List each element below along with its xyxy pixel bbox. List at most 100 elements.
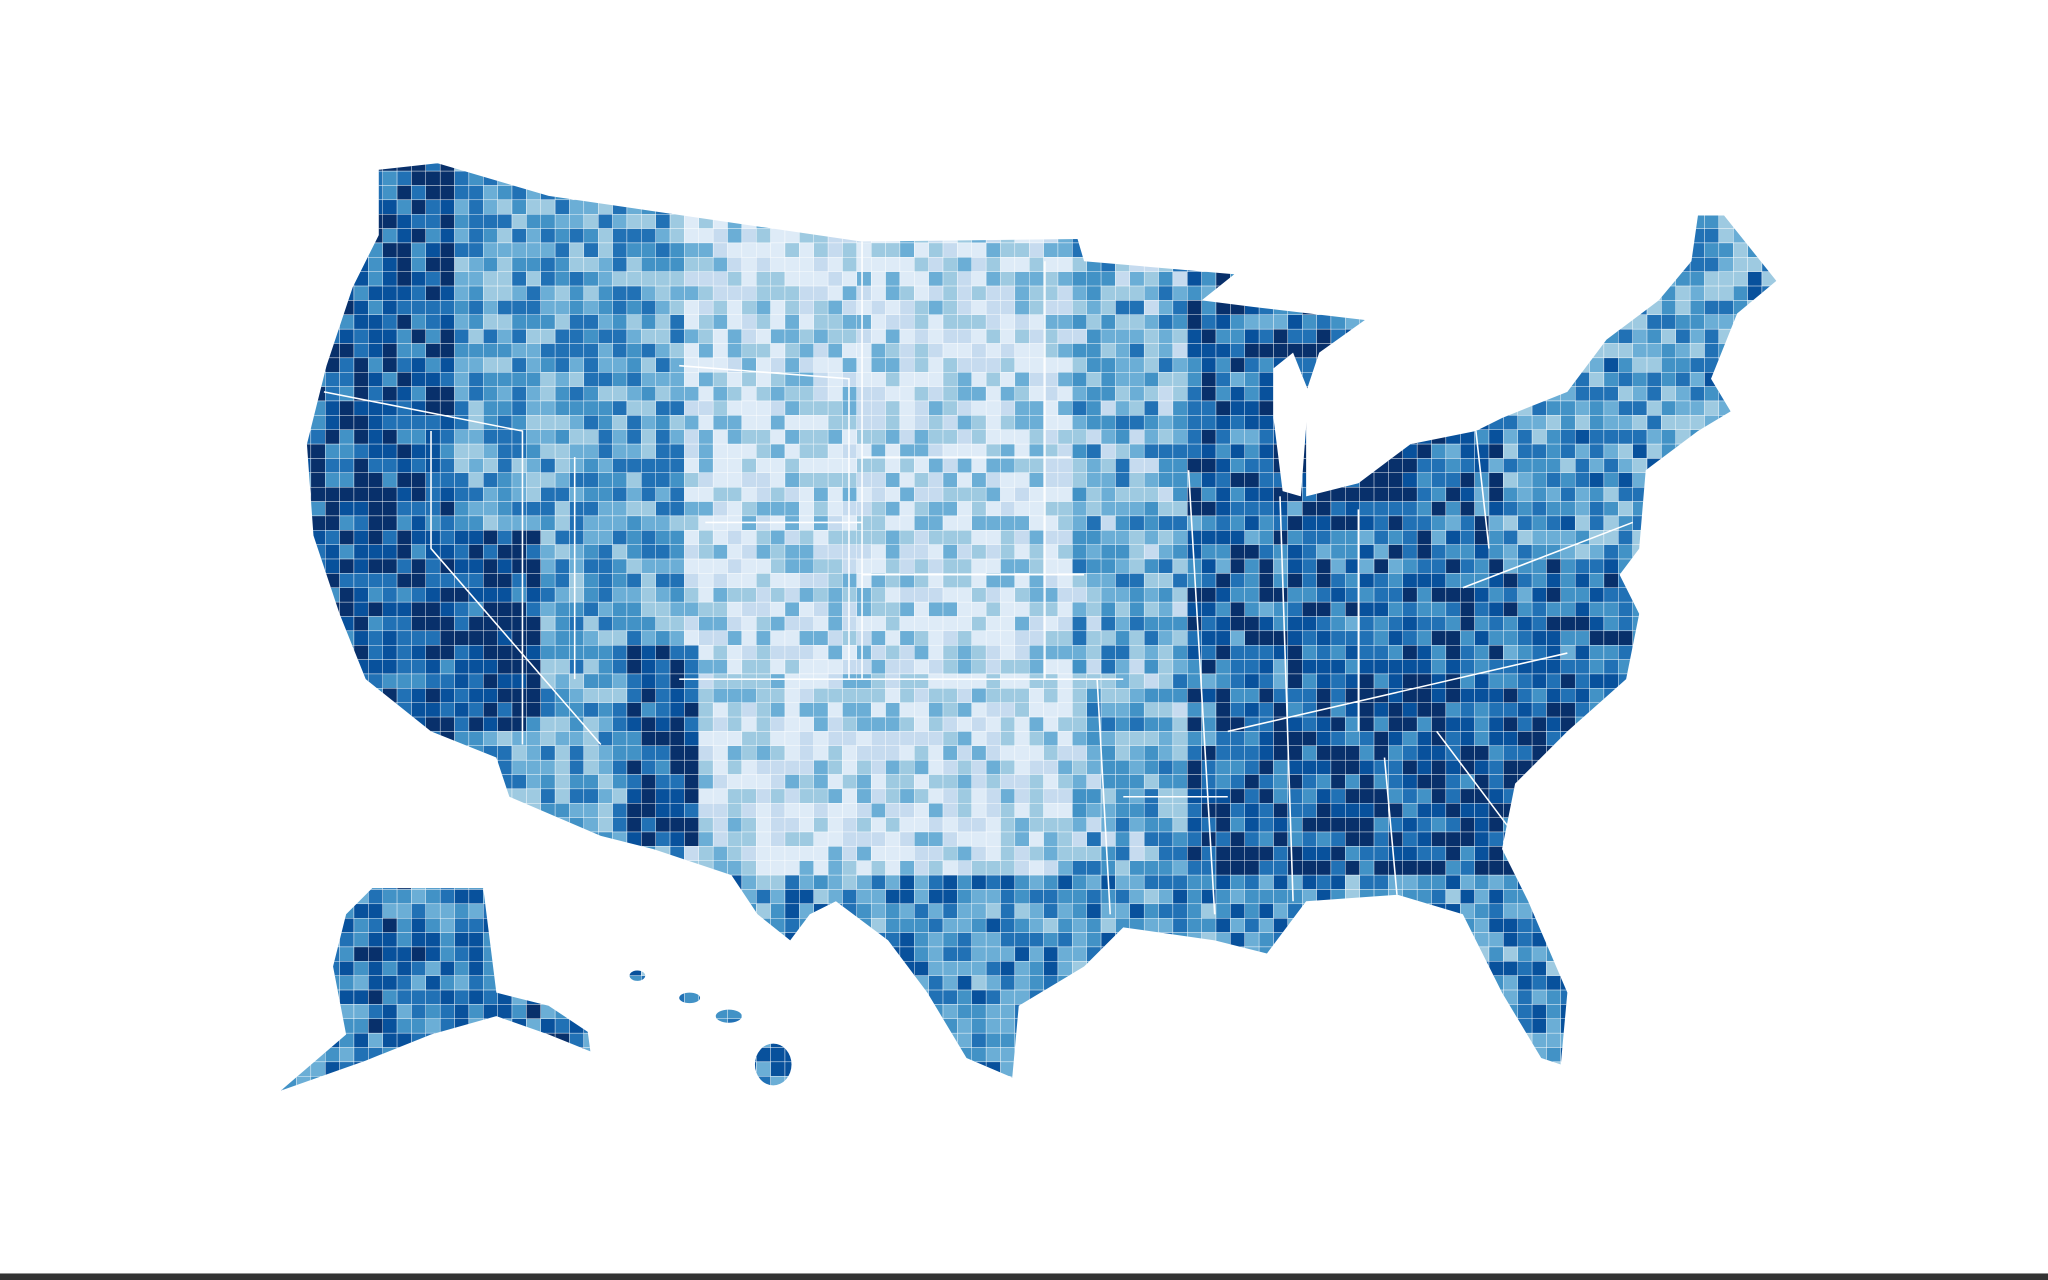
- county: [1345, 214, 1360, 229]
- county: [411, 630, 426, 646]
- county: [1000, 501, 1016, 517]
- county: [870, 458, 886, 474]
- county: [1029, 242, 1044, 258]
- county: [655, 544, 671, 560]
- county: [425, 163, 441, 172]
- county: [784, 587, 800, 603]
- county: [885, 745, 901, 761]
- county: [1000, 472, 1016, 488]
- county: [1675, 803, 1691, 818]
- county: [439, 688, 455, 703]
- county: [280, 501, 283, 517]
- county: [1589, 544, 1605, 560]
- county: [784, 163, 800, 172]
- county: [353, 803, 369, 818]
- county: [799, 199, 814, 215]
- county: [1158, 673, 1174, 689]
- county: [770, 688, 786, 703]
- county: [325, 530, 340, 545]
- county: [842, 257, 858, 272]
- county: [669, 601, 685, 617]
- county: [554, 731, 570, 746]
- county: [1129, 601, 1145, 617]
- county: [612, 515, 628, 531]
- county: [1474, 343, 1490, 359]
- county: [1215, 530, 1231, 545]
- county: [1546, 788, 1562, 804]
- county: [281, 372, 297, 387]
- county: [1733, 328, 1748, 344]
- county: [382, 817, 398, 833]
- county: [1718, 257, 1734, 272]
- county: [1373, 228, 1389, 244]
- county: [1043, 328, 1059, 344]
- county: [641, 472, 656, 488]
- county: [511, 400, 527, 416]
- county: [1402, 163, 1418, 172]
- county: [1215, 214, 1231, 229]
- county: [540, 558, 556, 574]
- county: [1172, 271, 1188, 287]
- county: [1287, 587, 1303, 603]
- county: [1029, 530, 1044, 545]
- county: [339, 486, 355, 502]
- county: [1445, 587, 1461, 603]
- county: [1517, 702, 1533, 718]
- county: [985, 458, 1001, 474]
- county: [684, 257, 699, 272]
- county: [770, 731, 786, 746]
- county: [1086, 616, 1102, 632]
- county: [1258, 587, 1274, 603]
- county: [1517, 285, 1533, 301]
- county: [856, 170, 872, 186]
- county: [1416, 645, 1432, 660]
- county: [1316, 214, 1332, 229]
- county: [1000, 515, 1016, 531]
- county: [655, 257, 671, 272]
- county: [712, 228, 728, 244]
- county: [612, 716, 628, 732]
- county: [1388, 702, 1403, 718]
- county: [1014, 429, 1030, 445]
- county: [1402, 314, 1418, 330]
- county: [741, 271, 757, 287]
- county: [1215, 472, 1231, 488]
- county: [1000, 163, 1016, 172]
- county: [626, 803, 642, 818]
- county: [1546, 314, 1562, 330]
- county: [1589, 645, 1605, 660]
- county: [1431, 328, 1447, 344]
- county: [1733, 616, 1748, 632]
- county: [1086, 817, 1102, 833]
- county: [626, 745, 642, 761]
- county: [1517, 357, 1533, 373]
- county: [914, 214, 929, 229]
- county: [770, 486, 786, 502]
- county: [1230, 357, 1245, 373]
- county: [655, 486, 671, 502]
- county: [1517, 530, 1533, 545]
- county: [1388, 601, 1403, 617]
- county: [698, 745, 714, 761]
- county: [1445, 645, 1461, 660]
- county: [439, 328, 455, 344]
- county: [655, 501, 671, 517]
- county: [957, 673, 972, 689]
- county: [784, 400, 800, 416]
- county: [310, 271, 326, 287]
- county: [396, 731, 412, 746]
- county: [1100, 486, 1116, 502]
- county: [1546, 745, 1562, 761]
- county: [368, 300, 383, 315]
- county: [1201, 170, 1217, 186]
- county: [1158, 501, 1174, 517]
- county: [1603, 601, 1619, 617]
- county: [280, 601, 283, 617]
- county: [641, 357, 656, 373]
- county: [1172, 163, 1188, 172]
- county: [1574, 429, 1590, 445]
- county: [1747, 573, 1763, 588]
- county: [784, 415, 800, 430]
- county: [1316, 688, 1332, 703]
- county: [799, 558, 814, 574]
